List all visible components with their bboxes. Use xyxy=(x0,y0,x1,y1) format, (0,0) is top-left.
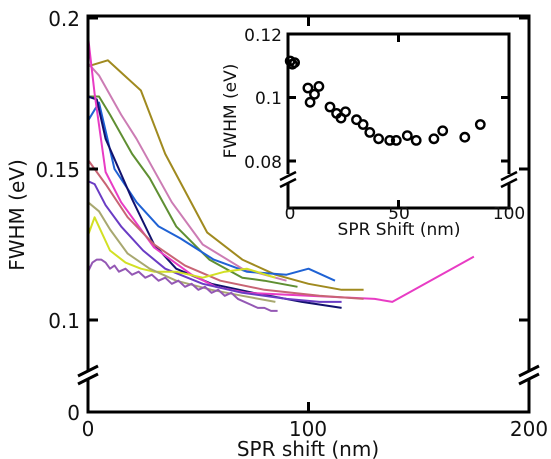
inset-ytick-0: 0.08 xyxy=(244,153,282,173)
inset-point-20 xyxy=(428,133,440,145)
inset-break-slash-b-1 xyxy=(500,177,518,189)
inset-break-gap-0 xyxy=(283,174,293,183)
inset-point-5 xyxy=(304,96,316,108)
main-ytick-0: 0 xyxy=(67,401,80,425)
inset-background xyxy=(288,34,509,208)
series-line-6 xyxy=(87,35,475,303)
main-ticks xyxy=(88,16,529,412)
main-x-axis-label: SPR shift (nm) xyxy=(237,437,379,459)
main-break-gap-0 xyxy=(82,370,94,380)
inset-y-axis-label: FWHM (eV) xyxy=(221,64,241,159)
inset-point-15 xyxy=(373,133,384,145)
inset-break-gap-1 xyxy=(504,174,514,183)
inset-xtick-1: 50 xyxy=(388,204,410,224)
inset-point-17 xyxy=(390,134,402,146)
main-break-slash-b-1 xyxy=(518,372,540,386)
inset-point-19 xyxy=(410,134,422,146)
inset-chart: 0.08 0.1 0.12 0 50 100 SPR Shift (nm) FW… xyxy=(221,26,525,240)
main-xtick-0: 0 xyxy=(82,417,95,441)
series-line-2 xyxy=(87,62,287,282)
series-line-3 xyxy=(88,95,298,288)
inset-xtick-2: 100 xyxy=(493,204,525,224)
inset-point-16 xyxy=(384,134,396,146)
inset-break-slash-a-0 xyxy=(279,170,297,182)
main-break-slash-a-1 xyxy=(518,364,540,378)
inset-ytick-2: 0.12 xyxy=(244,26,282,46)
inset-series-points xyxy=(284,55,486,146)
series-line-8 xyxy=(87,180,342,303)
inset-point-22 xyxy=(459,131,471,143)
inset-break-slash-b-0 xyxy=(279,177,297,189)
main-break-gap-1 xyxy=(523,370,535,380)
inset-x-axis-label: SPR Shift (nm) xyxy=(338,220,461,240)
main-ytick-2: 0.15 xyxy=(35,158,80,182)
inset-point-11 xyxy=(340,106,351,118)
main-series-lines xyxy=(87,35,475,312)
main-break-slash-a-0 xyxy=(77,364,99,378)
main-xtick-2: 200 xyxy=(510,417,548,441)
main-break-slash-b-0 xyxy=(77,372,99,386)
inset-point-8 xyxy=(324,101,336,113)
main-ytick-1: 0.1 xyxy=(48,309,80,333)
inset-point-3 xyxy=(289,57,300,68)
inset-break-slash-a-1 xyxy=(500,170,518,182)
inset-point-18 xyxy=(401,130,413,142)
main-ytick-3: 0.2 xyxy=(48,7,80,31)
inset-point-4 xyxy=(302,82,314,94)
inset-xtick-0: 0 xyxy=(285,204,296,224)
inset-point-14 xyxy=(364,126,376,138)
inset-ticks xyxy=(288,34,509,208)
main-chart: 0 0.1 0.15 0.2 0 100 200 SPR shift (nm) … xyxy=(5,7,548,459)
inset-point-7 xyxy=(313,81,325,92)
main-axis-break xyxy=(77,364,540,386)
inset-axis-break xyxy=(279,170,518,189)
inset-point-13 xyxy=(357,119,369,130)
series-line-11 xyxy=(87,258,278,312)
main-xtick-1: 100 xyxy=(289,417,327,441)
series-line-1 xyxy=(87,59,364,291)
inset-ytick-1: 0.1 xyxy=(255,89,282,109)
series-line-7 xyxy=(87,159,364,300)
inset-point-21 xyxy=(437,125,449,137)
main-y-axis-label: FWHM (eV) xyxy=(5,159,29,271)
inset-point-23 xyxy=(474,119,486,130)
inset-point-6 xyxy=(309,88,320,100)
